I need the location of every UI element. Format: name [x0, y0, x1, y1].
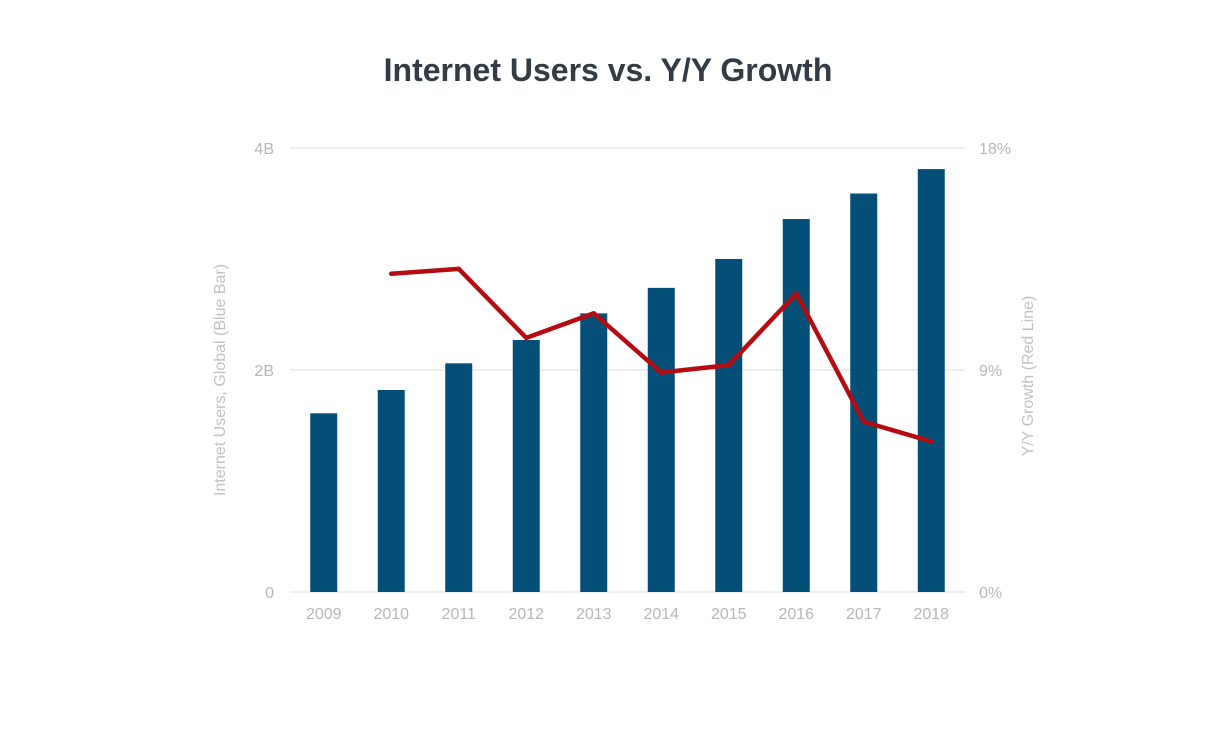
line-point [659, 370, 664, 375]
x-tick-label: 2013 [576, 606, 612, 623]
bar [445, 363, 473, 592]
bar-series [310, 169, 945, 593]
line-point [861, 419, 866, 424]
x-tick-label: 2014 [643, 606, 679, 623]
y-tick-label-right: 18% [979, 141, 1011, 158]
line-point [389, 271, 394, 276]
line-point [726, 362, 731, 368]
axes: 0 2B 4B 0% 9% 18% 2009 2010 2011 2012 2013 2014 2015… [254, 141, 1011, 623]
line-point [456, 266, 461, 272]
y-tick-label-right: 9% [979, 363, 1002, 380]
bar [512, 340, 540, 592]
bar [580, 313, 608, 592]
line-point [929, 439, 934, 444]
bar [850, 193, 878, 592]
bar [310, 413, 338, 592]
x-tick-label: 2012 [508, 606, 544, 623]
y-tick-label-left: 0 [265, 585, 274, 602]
x-tick-label: 2011 [442, 606, 477, 623]
y-axis-title-left: Internet Users, Global (Blue Bar) [212, 264, 229, 496]
line-series [389, 266, 934, 444]
bar [782, 219, 810, 593]
bar [647, 287, 675, 592]
bar [715, 259, 743, 592]
x-tick-label: 2010 [373, 606, 409, 623]
x-tick-label: 2017 [846, 606, 882, 623]
chart-title: Internet Users vs. Y/Y Growth [383, 52, 833, 88]
x-tick-label: 2015 [711, 606, 747, 623]
y-tick-label-left: 2B [254, 363, 274, 380]
x-tick-label: 2018 [913, 606, 949, 623]
line-point [524, 335, 529, 341]
line-point [794, 291, 799, 296]
x-tick-label: 2009 [306, 606, 342, 623]
y-tick-label-left: 4B [254, 141, 274, 158]
line-point [591, 311, 596, 316]
bar [917, 169, 945, 592]
bar [377, 389, 405, 592]
y-axis-title-right: Y/Y Growth (Red Line) [1020, 296, 1037, 457]
x-tick-label: 2016 [778, 606, 814, 623]
y-tick-label-right: 0% [979, 585, 1002, 602]
